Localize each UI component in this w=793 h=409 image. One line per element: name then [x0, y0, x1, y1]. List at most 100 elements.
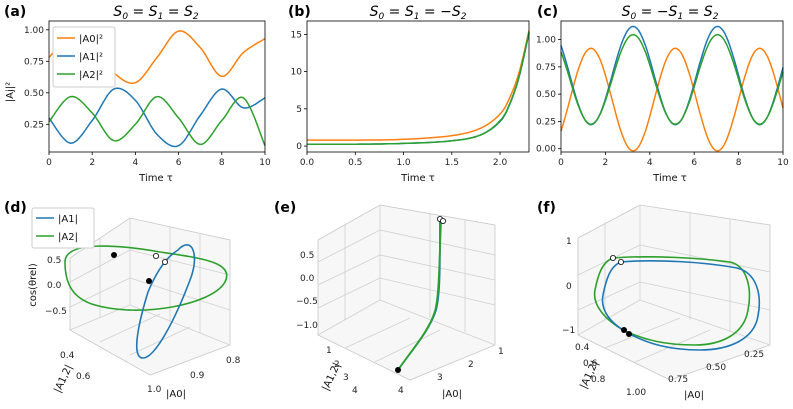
e-ztick-2: −0.5	[296, 297, 318, 307]
d-end-marker-a1	[161, 258, 168, 265]
d-ztick-2: −0.5	[45, 307, 67, 317]
d-ytick-0: 0.4	[60, 351, 75, 361]
series-line-a0	[560, 47, 784, 152]
e-ytick-1: 2	[334, 360, 340, 370]
f-curve-a1	[601, 260, 761, 351]
e-ztick-0: 0.5	[300, 251, 314, 261]
y-tick-label: 0.75	[24, 57, 44, 67]
x-tick-label: 2.0	[493, 158, 508, 168]
panel-b-title: S0 = S1 = −S2	[370, 4, 467, 22]
panel-letter-f: (f)	[537, 200, 556, 216]
y-tick-label: 0.50	[536, 90, 556, 100]
x-tick-label: 10	[777, 158, 789, 168]
plot-frame	[306, 20, 530, 153]
e-ylabel: |A1,2|	[321, 361, 343, 392]
x-tick-label: 1.5	[445, 158, 459, 168]
y-tick-label: 1.00	[24, 26, 44, 36]
f-start-marker-a2	[621, 327, 627, 333]
y-tick-label: 0.25	[536, 117, 556, 127]
e-xlabel: |A0|	[442, 389, 462, 400]
panel-letter-d: (d)	[4, 200, 27, 216]
f-xtick-0: 1.00	[626, 388, 646, 398]
f-xtick-1: 0.75	[668, 375, 688, 385]
legend-label-d-a2: |A2|	[58, 232, 78, 243]
panel-d-legend: |A1| |A2|	[31, 207, 95, 249]
y-tick-label: 10	[291, 68, 303, 78]
y-tick-label: 0	[296, 142, 302, 152]
f-xtick-2: 0.50	[706, 363, 726, 373]
panel-f-3d-box	[577, 204, 771, 381]
e-end-marker-a2	[439, 217, 446, 224]
series-line-a2	[48, 95, 266, 146]
f-start-marker-a1	[626, 331, 632, 337]
panel-e-3d-box	[317, 204, 496, 381]
f-xlabel: |A0|	[684, 390, 704, 401]
e-ytick-2: 3	[343, 373, 349, 383]
f-end-marker-a1	[618, 258, 625, 265]
f-curve-a2	[593, 255, 751, 346]
e-ztick-1: 0.0	[300, 274, 315, 284]
series-line-a2	[560, 33, 784, 125]
legend-label-a0: |A0|²	[79, 34, 103, 45]
x-tick-label: 10	[259, 158, 271, 168]
panel-a-ylabel: |Aj|²	[5, 82, 16, 102]
panel-b-xlabel: Time τ	[400, 173, 435, 184]
y-tick-label: 0.00	[536, 145, 556, 155]
d-ztick-0: 0.5	[47, 256, 61, 266]
x-tick-label: 8	[736, 158, 742, 168]
f-end-marker-a2	[610, 254, 617, 261]
e-xtick-3: 1	[498, 347, 504, 357]
panel-letter-c: (c)	[537, 4, 558, 20]
plot-a: 0 2 4 6 8 10 0.25 0.50 0.75 1.00	[24, 20, 271, 168]
x-tick-label: 4	[133, 158, 139, 168]
panel-a-xlabel: Time τ	[138, 173, 173, 184]
d-start-marker-a2	[111, 252, 117, 258]
d-xtick-0: 1.0	[147, 385, 162, 395]
e-start-marker	[395, 367, 401, 373]
e-ytick-0: 1	[326, 346, 332, 356]
plot-frame	[560, 20, 784, 153]
f-xtick-3: 0.25	[744, 350, 764, 360]
series-line-a2	[307, 32, 530, 145]
e-ytick-3: 4	[352, 386, 358, 396]
plot-b: 0.0 0.5 1.0 1.5 2.0 0 5 10 15	[291, 20, 530, 168]
panel-a: (a) S0 = S1 = S2 0 2 4 6 8 10 0.25 0.50 0.75 1.00…	[4, 4, 271, 184]
panel-c-xlabel: Time τ	[652, 173, 687, 184]
e-xtick-0: 4	[398, 386, 404, 396]
x-tick-label: 0	[558, 158, 564, 168]
d-curve-a2	[64, 245, 228, 311]
y-tick-label: 0.25	[24, 120, 44, 130]
panel-b: (b) S0 = S1 = −S2 0.0 0.5 1.0 1.5 2.0051015 …	[288, 4, 530, 184]
f-ztick-1: 0	[566, 282, 572, 292]
x-tick-label: 0.0	[300, 158, 315, 168]
d-curve-a1	[136, 244, 196, 359]
x-tick-label: 1.0	[396, 158, 411, 168]
plot-c: 0 2 4 6 8 10 0.00 0.25 0.50 0.75 1.00	[536, 20, 789, 168]
d-xtick-2: 0.8	[226, 356, 241, 366]
legend-label-a2: |A2|²	[79, 70, 103, 81]
x-tick-label: 6	[176, 158, 182, 168]
e-ztick-3: −1.0	[296, 321, 318, 331]
legend-label-d-a1: |A1|	[58, 214, 78, 225]
panel-c-title: S0 = −S1 = S2	[622, 4, 719, 22]
d-ylabel: |A1,2|	[53, 363, 75, 394]
x-tick-label: 2	[603, 158, 609, 168]
f-ytick-2: 0.8	[591, 375, 606, 385]
d-zlabel: cos(θrel)	[28, 263, 39, 307]
f-ztick-2: −1	[562, 326, 575, 336]
x-tick-label: 2	[89, 158, 95, 168]
x-tick-label: 0.5	[348, 158, 362, 168]
panel-c: (c) S0 = −S1 = S2 0 2 4 6 8 10 0.00 0.25 0.50 0.7…	[536, 4, 789, 184]
series-line-a1	[48, 87, 266, 148]
d-ytick-1: 0.6	[76, 372, 91, 382]
legend-label-a1: |A1|²	[79, 52, 103, 63]
panel-a-title: S0 = S1 = S2	[113, 4, 198, 22]
y-tick-label: 5	[296, 105, 302, 115]
series-line-a1	[560, 25, 784, 126]
d-end-marker-a2	[152, 252, 159, 259]
e-xtick-1: 3	[437, 373, 443, 383]
e-xtick-2: 2	[468, 360, 474, 370]
panel-letter-a: (a)	[4, 4, 26, 20]
series-line-a1	[307, 32, 530, 145]
panel-d: (d) 0.5 0.0 −0.5 0.4 0.6 1.0 0.9 0.8	[4, 200, 241, 400]
